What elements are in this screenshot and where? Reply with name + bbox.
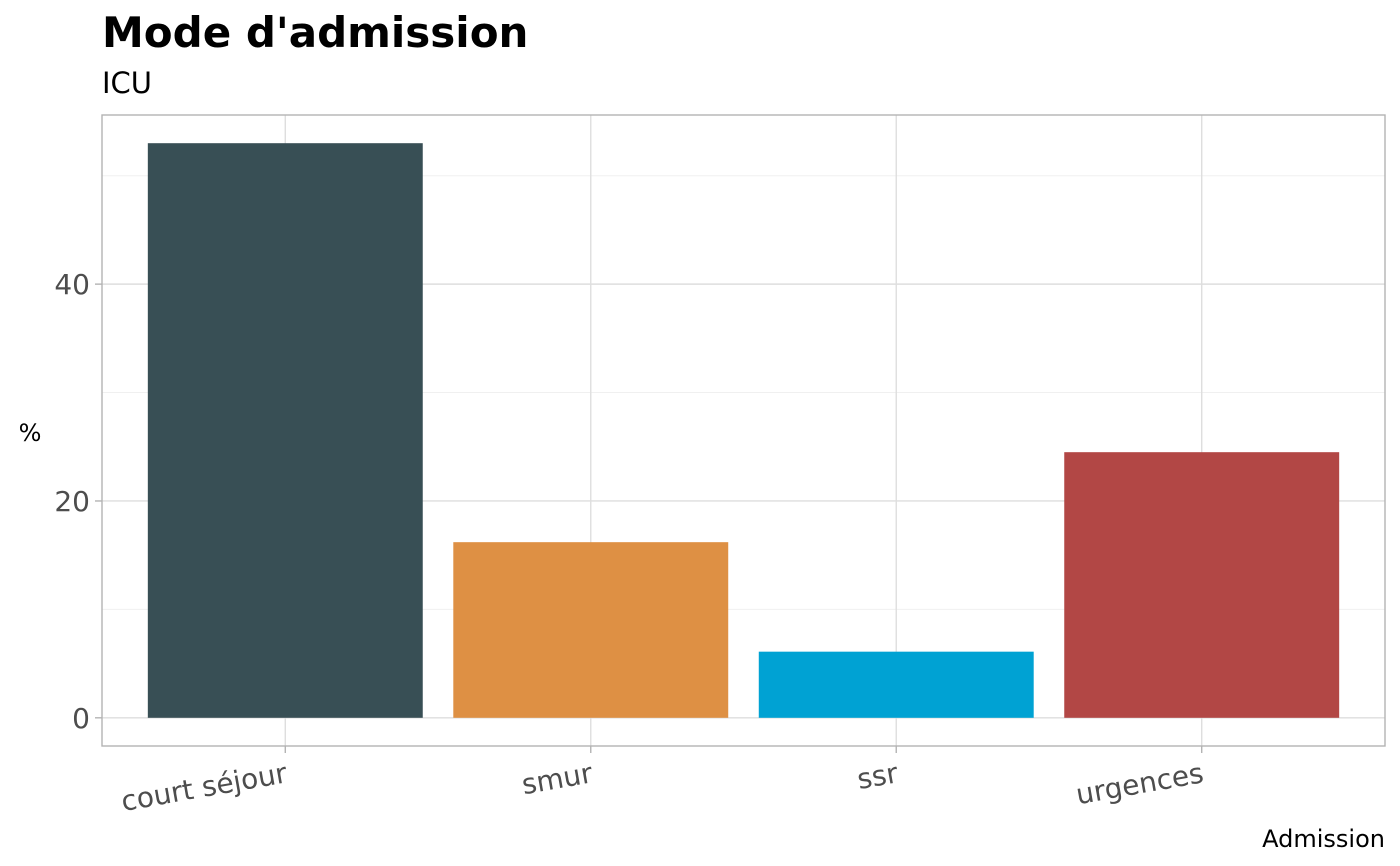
y-tick-label: 0 xyxy=(72,702,90,735)
bars xyxy=(147,143,1340,718)
chart-subtitle: ICU xyxy=(102,66,152,100)
x-axis-ticks: court séjour smur ssr urgences xyxy=(119,746,1206,818)
x-axis-title: Admission xyxy=(1262,825,1385,853)
chart-title: Mode d'admission xyxy=(102,8,528,57)
y-tick-label: 20 xyxy=(54,485,90,518)
x-tick-label: ssr xyxy=(855,756,901,796)
bar xyxy=(1064,452,1340,718)
bar xyxy=(147,143,423,718)
x-tick-label: smur xyxy=(519,756,595,801)
x-tick-label: urgences xyxy=(1073,756,1206,811)
y-axis-title: % xyxy=(19,419,42,447)
y-tick-label: 40 xyxy=(54,268,90,301)
bar xyxy=(453,542,729,718)
panel-border xyxy=(101,114,1386,747)
bar xyxy=(758,651,1034,718)
y-axis-ticks: 0 20 40 xyxy=(54,268,102,735)
x-tick-label: court séjour xyxy=(119,756,290,818)
